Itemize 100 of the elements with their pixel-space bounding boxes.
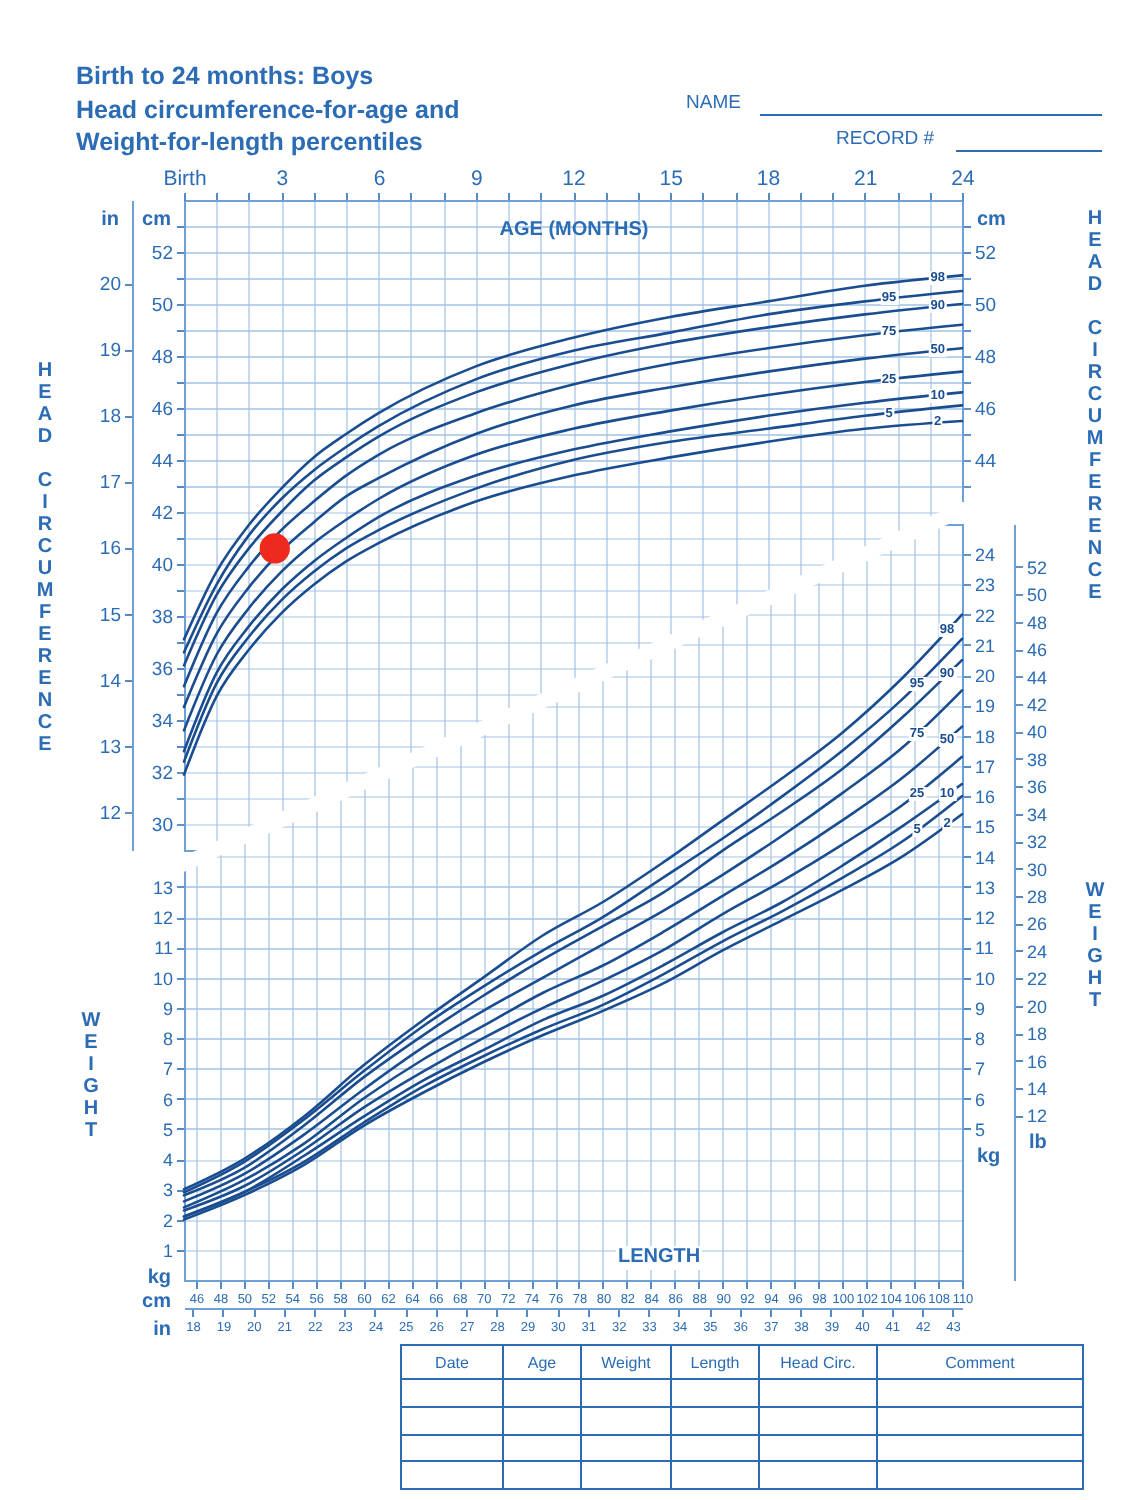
y2-tick-label: 24 xyxy=(975,545,996,566)
y3-tick-label: 40 xyxy=(1027,722,1048,743)
y3-tick-label: 28 xyxy=(1027,886,1048,907)
y2-tick-label: 15 xyxy=(975,817,996,838)
y3-tick-label: 52 xyxy=(1027,557,1048,578)
y-tick-label: 7 xyxy=(162,1059,173,1080)
y-tick-label: 44 xyxy=(151,451,173,473)
y-tick-label: 2 xyxy=(162,1210,173,1231)
y2-tick-label: 50 xyxy=(975,295,997,317)
y3-tick-label: 14 xyxy=(1027,1078,1048,1099)
y-tick-label: 1 xyxy=(162,1240,173,1261)
y3-tick-label: 30 xyxy=(1027,859,1048,880)
y3-tick-label: 32 xyxy=(1027,832,1048,853)
y2-tick-label: 19 xyxy=(975,696,996,717)
y3-tick-label: 17 xyxy=(99,472,121,495)
y-axis-title: kg xyxy=(147,1266,171,1289)
y3-tick-label: 24 xyxy=(1027,941,1048,962)
y2-tick-label: 17 xyxy=(975,756,996,777)
y-tick-label: 48 xyxy=(151,347,173,369)
y3-tick-label: 19 xyxy=(99,340,121,363)
y3-tick-label: 44 xyxy=(1027,667,1048,688)
y2-tick-label: 18 xyxy=(975,726,996,747)
x-tick-label: 24 xyxy=(951,167,975,191)
x-tick-label: 6 xyxy=(373,167,386,191)
y2-tick-label: 44 xyxy=(975,451,997,473)
y-tick-label: 9 xyxy=(162,998,173,1019)
y2-tick-label: 11 xyxy=(975,938,994,959)
record-table: Date Age Weight Length Head Circ. Comment xyxy=(400,1344,1084,1490)
text: RECORD # xyxy=(836,128,935,152)
y-tick-label: 4 xyxy=(162,1150,173,1171)
x-tick-label: Birth xyxy=(163,167,207,191)
y2-axis-title: cm xyxy=(977,209,1007,231)
y2-axis-title: kg xyxy=(977,1145,1001,1168)
y2-tick-label: 21 xyxy=(975,635,996,656)
y-tick-label: 36 xyxy=(151,659,173,681)
y3-axis-title: in xyxy=(101,209,119,231)
y2-tick-label: 52 xyxy=(975,243,997,265)
y-tick-label: 6 xyxy=(162,1089,173,1110)
text: WEIGHT xyxy=(1084,880,1106,1012)
chart-title: Birth to 24 months: Boys xyxy=(76,62,374,91)
y-tick-label: 12 xyxy=(152,908,173,929)
y2-tick-label: 10 xyxy=(975,968,996,989)
y-tick-label: 8 xyxy=(162,1029,173,1050)
y3-tick-label: 16 xyxy=(99,538,121,561)
chart-subtitle: Head circumference-for-age and Weight-for-length percentiles xyxy=(76,94,462,158)
y-tick-label: 34 xyxy=(151,711,173,733)
y2-tick-label: 48 xyxy=(975,347,997,369)
y-tick-label: 32 xyxy=(151,763,173,785)
y-axis-title: cm xyxy=(142,209,172,231)
y-tick-label: 52 xyxy=(151,243,173,265)
y2-tick-label: 20 xyxy=(975,666,996,687)
x-axis-title: AGE (MONTHS) xyxy=(499,219,649,241)
y-tick-label: 13 xyxy=(152,877,173,898)
x2-axis-title: in xyxy=(153,1319,171,1341)
x-axis-title: cm xyxy=(142,1291,172,1313)
y-tick-label: 11 xyxy=(154,938,173,959)
y-tick-label: 5 xyxy=(162,1119,173,1140)
y-tick-label: 42 xyxy=(151,503,173,525)
y3-tick-label: 15 xyxy=(99,604,121,627)
y2-tick-label: 22 xyxy=(975,605,996,626)
y2-tick-label: 13 xyxy=(975,877,996,898)
y-tick-label: 46 xyxy=(151,399,173,421)
y3-tick-label: 12 xyxy=(99,802,121,825)
annotation: LENGTH xyxy=(616,1246,703,1269)
y2-tick-label: 46 xyxy=(975,399,997,421)
y3-tick-label: 26 xyxy=(1027,914,1048,935)
y3-tick-label: 38 xyxy=(1027,749,1048,770)
y-tick-label: 50 xyxy=(151,295,173,317)
y-tick-label: 10 xyxy=(152,968,173,989)
y-tick-label: 30 xyxy=(151,815,173,837)
text: HEAD CIRCUMFERENCE xyxy=(1084,208,1106,604)
x-tick-label: 15 xyxy=(659,167,684,191)
y3-tick-label: 20 xyxy=(1027,996,1048,1017)
x-tick-label: 21 xyxy=(854,167,878,191)
y-tick-label: 38 xyxy=(151,607,173,629)
y3-tick-label: 48 xyxy=(1027,612,1048,633)
y3-tick-label: 34 xyxy=(1027,804,1048,825)
y3-tick-label: 36 xyxy=(1027,777,1048,798)
y2-tick-label: 9 xyxy=(975,998,986,1019)
y3-tick-label: 20 xyxy=(99,274,121,297)
x-tick-label: 9 xyxy=(470,167,483,191)
x-tick-label: 12 xyxy=(562,167,586,191)
y3-tick-label: 42 xyxy=(1027,694,1048,715)
y3-tick-label: 13 xyxy=(99,736,121,759)
y2-tick-label: 12 xyxy=(975,908,996,929)
y3-tick-label: 50 xyxy=(1027,585,1048,606)
y-tick-label: 3 xyxy=(162,1180,173,1201)
text: NAME xyxy=(686,92,741,116)
x-tick-label: 18 xyxy=(756,167,781,191)
text: WEIGHT xyxy=(80,1010,102,1142)
x-tick-label: 3 xyxy=(276,167,289,191)
y2-tick-label: 14 xyxy=(975,847,996,868)
y3-tick-label: 18 xyxy=(99,406,121,429)
y-tick-label: 40 xyxy=(151,555,173,577)
y3-tick-label: 18 xyxy=(1027,1024,1048,1045)
y3-tick-label: 16 xyxy=(1027,1051,1048,1072)
y2-tick-label: 16 xyxy=(975,787,996,808)
y3-tick-label: 14 xyxy=(99,670,121,693)
y2-tick-label: 23 xyxy=(975,575,996,596)
y3-tick-label: 12 xyxy=(1027,1106,1048,1127)
